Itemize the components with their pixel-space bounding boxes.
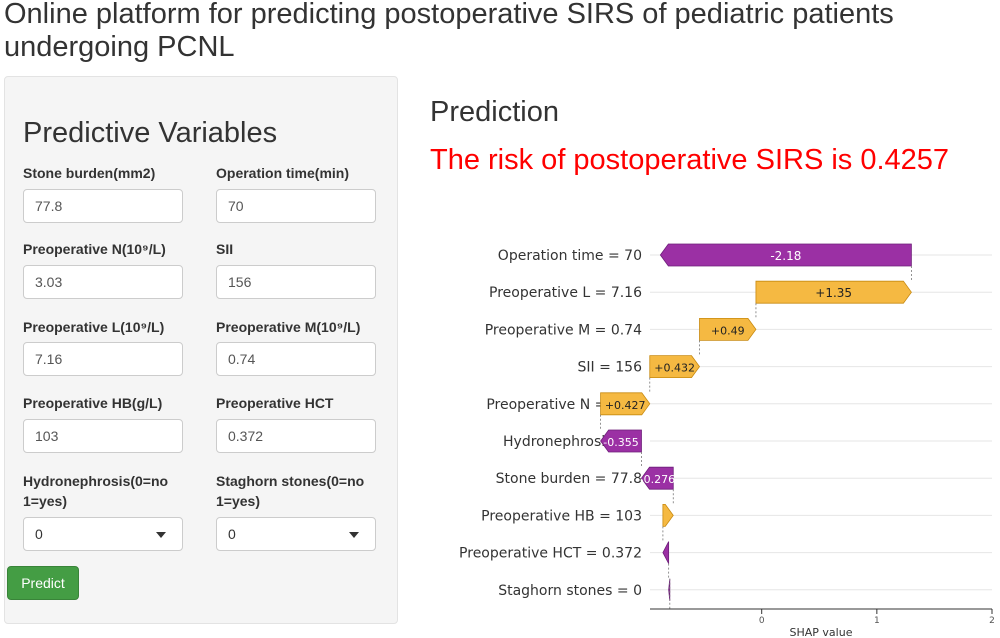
negative-shap-bar <box>659 243 912 267</box>
shap-value-label: -2.18 <box>770 249 801 263</box>
operation-time-input[interactable] <box>216 189 376 223</box>
predict-button[interactable]: Predict <box>7 566 79 600</box>
sidebar-title: Predictive Variables <box>23 117 278 149</box>
positive-shap-bar <box>662 503 674 527</box>
preoperative-m-label: Preoperative M(10⁹/L) <box>216 319 361 335</box>
hydronephrosis-select-value: 0 <box>35 526 43 542</box>
feature-label: Preoperative M = 0.74 <box>485 322 642 338</box>
stone-burden-label: Stone burden(mm2) <box>23 165 156 181</box>
feature-label: Stone burden = 77.8 <box>496 471 642 487</box>
negative-shap-bar <box>640 466 674 490</box>
hydronephrosis-select[interactable]: 0 <box>23 517 183 551</box>
hydronephrosis-label-line2: 1=yes) <box>23 493 67 509</box>
preoperative-hb-label: Preoperative HB(g/L) <box>23 395 163 411</box>
feature-label: Staghorn stones = 0 <box>498 583 642 599</box>
feature-label: Operation time = 70 <box>498 248 642 264</box>
x-axis-title: SHAP value <box>790 626 853 638</box>
negative-shap-bar <box>668 578 671 601</box>
preoperative-m-input[interactable] <box>216 342 376 376</box>
preoperative-l-label: Preoperative L(10⁹/L) <box>23 319 165 335</box>
feature-label: SII = 156 <box>578 360 643 376</box>
stone-burden-input[interactable] <box>23 189 183 223</box>
feature-label: Preoperative HB = 103 <box>481 508 642 524</box>
sii-input[interactable] <box>216 265 376 299</box>
preoperative-n-label: Preoperative N(10⁹/L) <box>23 241 166 257</box>
prediction-heading: Prediction <box>430 96 559 128</box>
shap-value-label: +0.49 <box>711 324 745 337</box>
shap-value-label: +0.432 <box>654 362 695 375</box>
preoperative-hct-label: Preoperative HCT <box>216 395 334 411</box>
positive-shap-bar <box>699 318 757 341</box>
x-tick-label: 1 <box>874 616 880 626</box>
sidebar-panel: Predictive Variables Stone burden(mm2) O… <box>4 76 398 624</box>
sii-label: SII <box>216 241 234 257</box>
shap-value-label: +1.35 <box>815 286 852 300</box>
shap-waterfall-chart: Operation time = 70 -2.18 Preoperative L =… <box>459 243 995 638</box>
operation-time-label: Operation time(min) <box>216 165 350 181</box>
negative-shap-bar <box>662 541 670 564</box>
staghorn-stones-label: Staghorn stones(0=no 1=yes) <box>216 471 364 511</box>
app-title: Online platform for predicting postopera… <box>4 0 894 63</box>
shap-value-label: -0.276 <box>640 473 675 486</box>
preoperative-hct-input[interactable] <box>216 419 376 453</box>
staghorn-stones-label-line2: 1=yes) <box>216 493 260 509</box>
positive-shap-bar <box>755 280 912 304</box>
preoperative-n-input[interactable] <box>23 265 183 299</box>
x-tick-label: 2 <box>989 616 995 626</box>
prediction-result: The risk of postoperative SIRS is 0.4257 <box>430 144 950 176</box>
hydronephrosis-label-line1: Hydronephrosis(0=no <box>23 473 169 489</box>
preoperative-l-input[interactable] <box>23 342 183 376</box>
positive-shap-bar <box>649 355 701 379</box>
preoperative-hb-input[interactable] <box>23 419 183 453</box>
staghorn-stones-label-line1: Staghorn stones(0=no <box>216 473 365 489</box>
negative-shap-bar <box>600 429 642 453</box>
staghorn-stones-select-value: 0 <box>228 526 236 542</box>
shap-value-label: +0.427 <box>605 399 646 412</box>
shap-value-label: -0.355 <box>603 436 638 449</box>
feature-label: Preoperative L = 7.16 <box>489 285 642 301</box>
feature-label: Preoperative HCT = 0.372 <box>459 546 642 562</box>
x-tick-label: 0 <box>759 616 765 626</box>
caret-down-icon <box>349 532 359 538</box>
staghorn-stones-select[interactable]: 0 <box>216 517 376 551</box>
caret-down-icon <box>156 532 166 538</box>
hydronephrosis-label: Hydronephrosis(0=no 1=yes) <box>23 471 168 511</box>
positive-shap-bar <box>600 392 651 416</box>
